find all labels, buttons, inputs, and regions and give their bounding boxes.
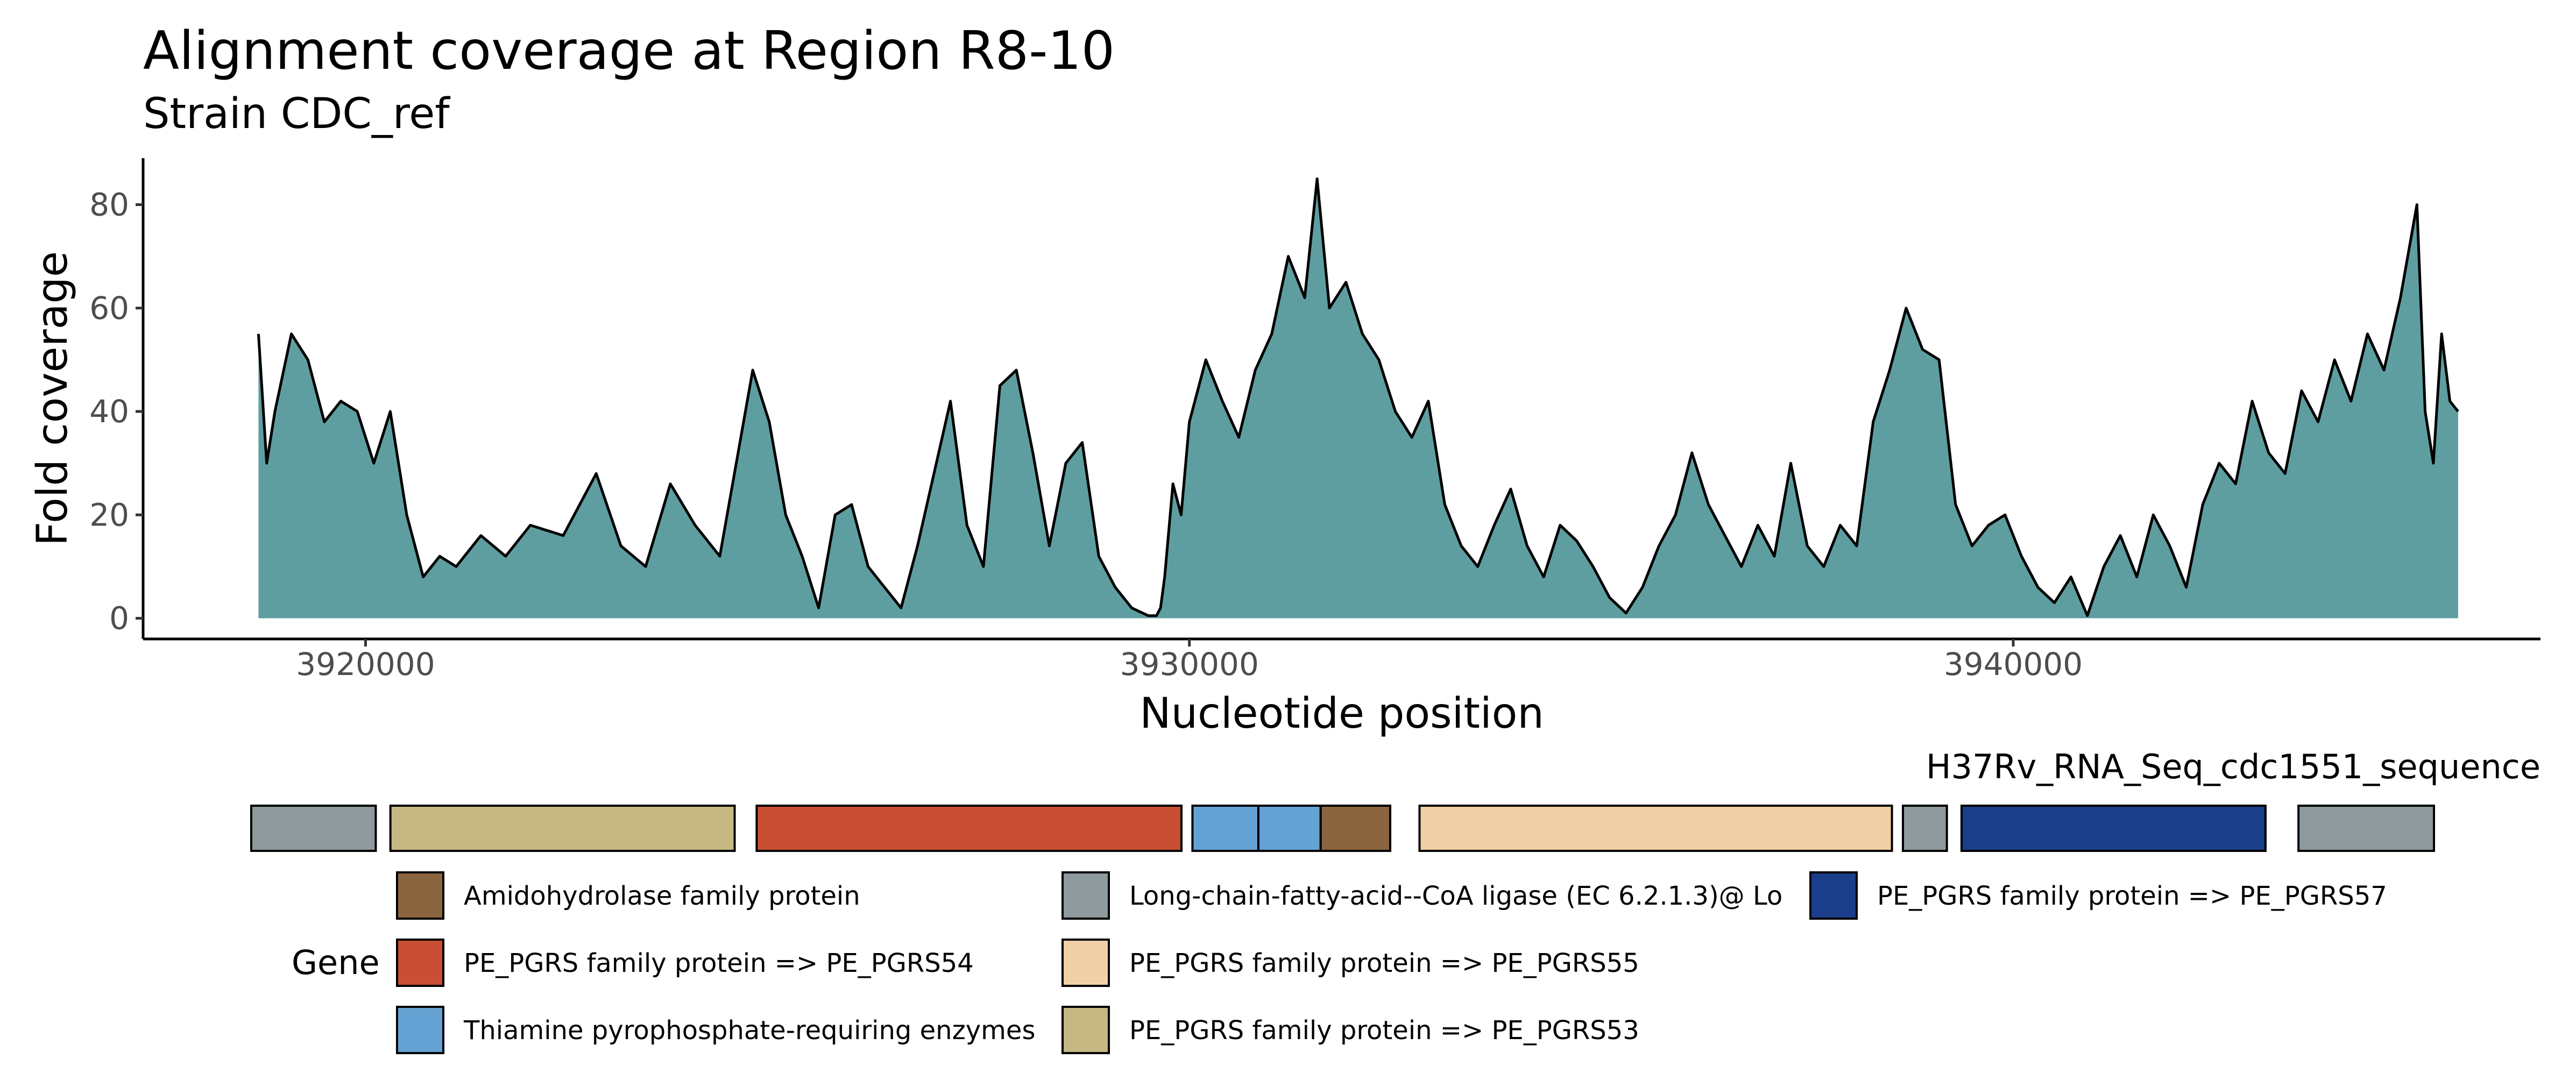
legend-label: PE_PGRS family protein => PE_PGRS57: [1877, 881, 2387, 911]
legend-label: Amidohydrolase family protein: [464, 881, 860, 911]
x-tick-label: 3930000: [1120, 646, 1259, 683]
legend-swatch: [396, 1006, 444, 1054]
legend-title: Gene: [292, 943, 380, 982]
legend-swatch: [396, 939, 444, 987]
x-ticks: 3920000 3930000 3940000: [296, 639, 2083, 683]
legend-label: PE_PGRS family protein => PE_PGRS54: [464, 948, 974, 978]
legend-swatch: [1061, 939, 1110, 987]
gene-block: [1901, 805, 1948, 852]
track-label: H37Rv_RNA_Seq_cdc1551_sequence: [1926, 747, 2540, 786]
chart-title: Alignment coverage at Region R8-10: [143, 20, 1115, 82]
gene-block: [755, 805, 1183, 852]
y-tick-label: 60: [89, 290, 129, 326]
gene-block: [1960, 805, 2267, 852]
plot-area: [257, 177, 2459, 619]
legend-swatch: [396, 871, 444, 920]
coverage-line: [257, 177, 2459, 617]
gene-block: [1319, 805, 1391, 852]
legend-swatch: [1061, 871, 1110, 920]
gene-track: [250, 805, 2435, 852]
legend-swatch: [1809, 871, 1858, 920]
y-ticks: 0 20 40 60 80: [89, 187, 143, 637]
y-tick-label: 0: [109, 600, 129, 637]
y-tick-label: 80: [89, 187, 129, 223]
gene-legend: Gene Amidohydrolase family protein PE_PGR…: [292, 871, 2387, 1054]
coverage-area: [258, 179, 2458, 619]
gene-block: [1257, 805, 1322, 852]
x-tick-label: 3940000: [1944, 646, 2083, 683]
gene-block: [389, 805, 736, 852]
x-axis-title: Nucleotide position: [1140, 690, 1544, 738]
y-tick-label: 40: [89, 393, 129, 430]
gene-block: [250, 805, 377, 852]
gene-block: [2297, 805, 2435, 852]
legend-label: Long-chain-fatty-acid--CoA ligase (EC 6.…: [1129, 881, 1782, 911]
legend-label: PE_PGRS family protein => PE_PGRS55: [1129, 948, 1639, 978]
y-tick-label: 20: [89, 496, 129, 533]
legend-label: Thiamine pyrophosphate-requiring enzymes: [463, 1015, 1035, 1046]
chart-subtitle: Strain CDC_ref: [143, 90, 450, 138]
gene-block: [1418, 805, 1893, 852]
legend-label: PE_PGRS family protein => PE_PGRS53: [1129, 1015, 1639, 1046]
y-axis-title: Fold coverage: [29, 251, 77, 546]
gene-block: [1191, 805, 1259, 852]
legend-swatch: [1061, 1006, 1110, 1054]
x-tick-label: 3920000: [296, 646, 435, 683]
